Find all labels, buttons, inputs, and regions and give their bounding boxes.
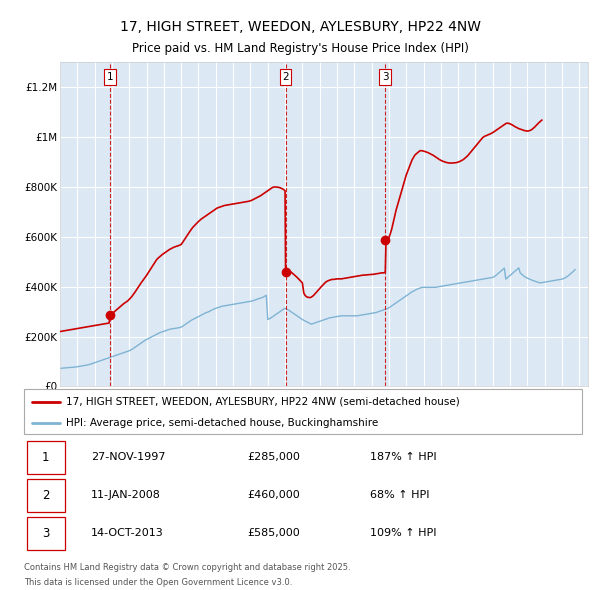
Text: Price paid vs. HM Land Registry's House Price Index (HPI): Price paid vs. HM Land Registry's House … — [131, 42, 469, 55]
Text: 2: 2 — [282, 72, 289, 82]
FancyBboxPatch shape — [27, 517, 65, 550]
FancyBboxPatch shape — [27, 441, 65, 474]
Text: 3: 3 — [382, 72, 389, 82]
Text: 14-OCT-2013: 14-OCT-2013 — [91, 528, 164, 538]
Text: £285,000: £285,000 — [247, 453, 300, 463]
Text: 68% ↑ HPI: 68% ↑ HPI — [370, 490, 430, 500]
Text: 3: 3 — [42, 527, 49, 540]
Text: 17, HIGH STREET, WEEDON, AYLESBURY, HP22 4NW: 17, HIGH STREET, WEEDON, AYLESBURY, HP22… — [119, 19, 481, 34]
Text: 17, HIGH STREET, WEEDON, AYLESBURY, HP22 4NW (semi-detached house): 17, HIGH STREET, WEEDON, AYLESBURY, HP22… — [66, 397, 460, 407]
Text: This data is licensed under the Open Government Licence v3.0.: This data is licensed under the Open Gov… — [24, 578, 292, 587]
Text: 1: 1 — [42, 451, 50, 464]
Text: 109% ↑ HPI: 109% ↑ HPI — [370, 528, 436, 538]
Text: HPI: Average price, semi-detached house, Buckinghamshire: HPI: Average price, semi-detached house,… — [66, 418, 378, 428]
Text: 27-NOV-1997: 27-NOV-1997 — [91, 453, 166, 463]
Text: 2: 2 — [42, 489, 50, 502]
Text: £585,000: £585,000 — [247, 528, 300, 538]
Text: £460,000: £460,000 — [247, 490, 300, 500]
Text: 11-JAN-2008: 11-JAN-2008 — [91, 490, 161, 500]
Text: 187% ↑ HPI: 187% ↑ HPI — [370, 453, 437, 463]
Text: Contains HM Land Registry data © Crown copyright and database right 2025.: Contains HM Land Registry data © Crown c… — [24, 563, 350, 572]
FancyBboxPatch shape — [27, 478, 65, 512]
Text: 1: 1 — [107, 72, 113, 82]
